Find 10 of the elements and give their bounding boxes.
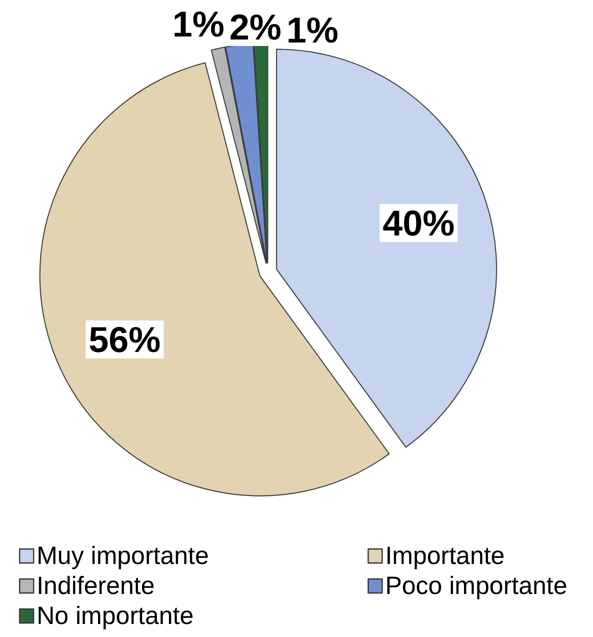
legend-label: Muy importante (36, 542, 209, 570)
legend-label: Indiferente (36, 572, 155, 600)
data-label: 2% (229, 6, 282, 48)
legend-label: No importante (36, 602, 194, 630)
legend-label: Poco importante (385, 572, 568, 600)
legend-label: Importante (385, 542, 505, 570)
data-label: 1% (286, 10, 338, 50)
data-label: 56% (88, 318, 161, 360)
data-label: 1% (172, 4, 224, 44)
data-label: 40% (382, 202, 455, 244)
